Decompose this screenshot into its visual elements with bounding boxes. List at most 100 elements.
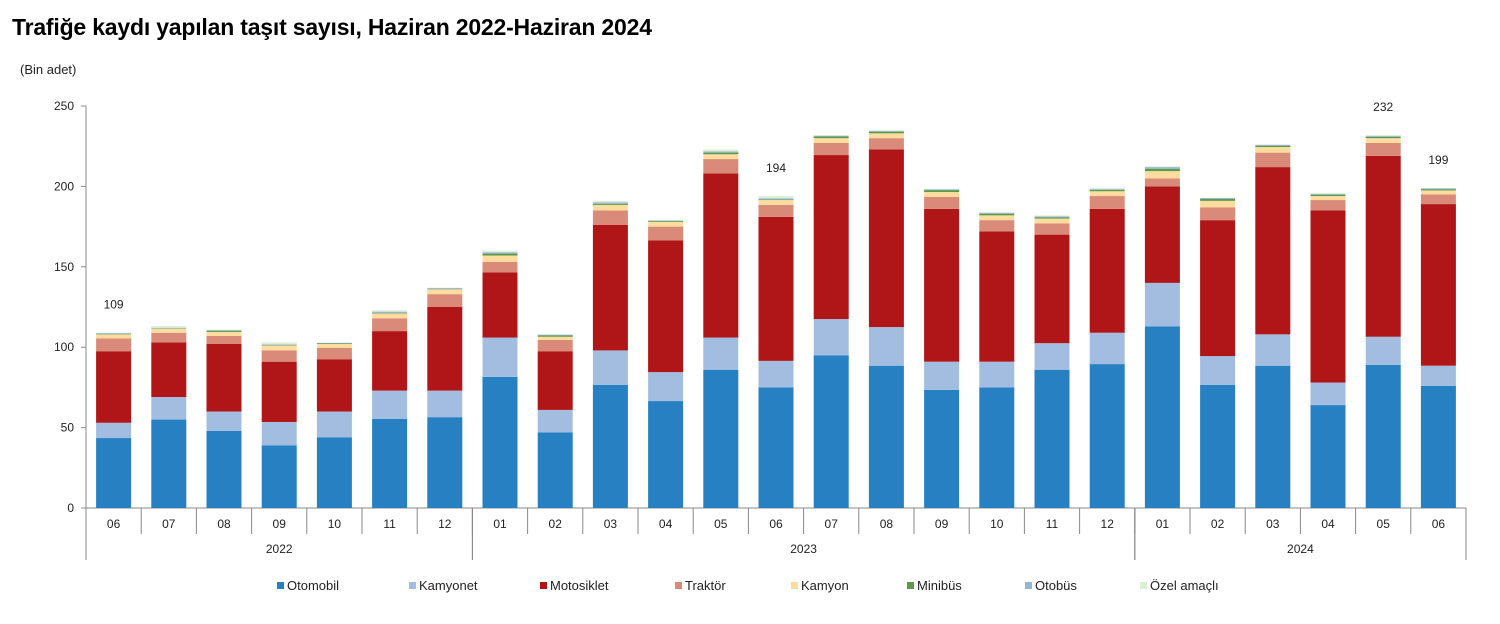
bar-segment (1089, 189, 1125, 190)
bar-segment (924, 196, 960, 209)
bar-segment (1089, 196, 1125, 209)
bar-segment (537, 432, 573, 508)
legend-swatch-icon (907, 582, 914, 589)
bar-segment (758, 204, 794, 217)
bar-segment (151, 332, 187, 343)
year-label: 2022 (266, 542, 293, 556)
bar-segment (372, 331, 408, 391)
legend-label: Otomobil (287, 578, 340, 593)
legend-item: Otomobil (277, 578, 339, 593)
bar-segment (427, 288, 463, 289)
y-tick-label: 50 (61, 421, 75, 435)
bar-segment (924, 192, 960, 197)
bar-segment (151, 397, 187, 420)
bar-segment (316, 437, 352, 508)
bar-segment (427, 390, 463, 418)
bar-segment (1420, 194, 1456, 205)
bar-segment (537, 336, 573, 340)
x-tick-label: 02 (1211, 517, 1225, 531)
bar-segment (592, 350, 628, 385)
legend-swatch-icon (540, 582, 547, 589)
bar-segment (1144, 178, 1180, 187)
bar-segment (648, 372, 684, 402)
bar-segment (924, 361, 960, 390)
bar-segment (703, 151, 739, 153)
bar-segment (1144, 166, 1180, 168)
bar-segment (1310, 192, 1346, 194)
bar-segment (979, 387, 1015, 508)
legend-label: Kamyon (801, 578, 849, 593)
bar-segment (1310, 196, 1346, 201)
bar-segment (482, 272, 518, 338)
bar-segment (482, 261, 518, 273)
bar-segment (1144, 282, 1180, 327)
legend-label: Özel amaçlı (1150, 578, 1219, 593)
y-tick-label: 0 (67, 501, 74, 515)
bar-segment (1200, 356, 1236, 385)
bar-segment (813, 138, 849, 143)
bar-segment (868, 365, 904, 508)
bar-segment (1310, 382, 1346, 406)
bar-segment (96, 351, 132, 423)
year-label: 2024 (1287, 542, 1314, 556)
legend-item: Minibüs (907, 578, 962, 593)
y-tick-label: 100 (54, 340, 74, 354)
bar-segment (1089, 189, 1125, 192)
bar-segment (1255, 365, 1291, 508)
bar-segment (1255, 144, 1291, 146)
bar-segment (1365, 138, 1401, 143)
bar-segment (96, 338, 132, 352)
x-tick-label: 07 (825, 517, 839, 531)
total-label: 194 (766, 161, 786, 175)
legend-swatch-icon (1025, 582, 1032, 589)
x-tick-label: 01 (493, 517, 507, 531)
bar-segment (537, 334, 573, 336)
bar-segment (1034, 216, 1070, 218)
legend-item: Özel amaçlı (1140, 578, 1219, 593)
bar-segment (592, 200, 628, 203)
bar-segment (427, 417, 463, 508)
bar-segment (592, 384, 628, 508)
x-tick-label: 01 (1156, 517, 1170, 531)
bar-segment (151, 328, 187, 333)
bar-segment (206, 430, 242, 508)
bar-segment (868, 149, 904, 328)
bar-segment (758, 387, 794, 508)
bar-segment (979, 220, 1015, 232)
legend-swatch-icon (277, 582, 284, 589)
bar-segment (813, 142, 849, 156)
bar-segment (482, 337, 518, 377)
bar-segment (648, 226, 684, 241)
chart-title: Trafiğe kaydı yapılan taşıt sayısı, Hazi… (12, 14, 652, 40)
legend-label: Motosiklet (550, 578, 609, 593)
bar-segment (1089, 208, 1125, 333)
bar-segment (316, 348, 352, 360)
bar-segment (758, 216, 794, 361)
bar-segment (868, 131, 904, 134)
bar-segment (96, 333, 132, 334)
x-tick-label: 04 (1321, 517, 1335, 531)
bar-segment (648, 240, 684, 373)
bar-segment (868, 130, 904, 132)
bar-segment (1255, 147, 1291, 153)
bar-segment (1144, 168, 1180, 172)
y-axis-unit-label: (Bin adet) (20, 62, 77, 77)
bar-segment (868, 138, 904, 150)
bar-segment (648, 221, 684, 227)
x-tick-label: 07 (162, 517, 176, 531)
legend-item: Otobüs (1025, 578, 1077, 593)
bar-segment (537, 409, 573, 433)
bar-segment (1034, 215, 1070, 217)
legend-label: Minibüs (917, 578, 962, 593)
bar-segment (1034, 223, 1070, 235)
bar-segment (1089, 188, 1125, 190)
bar-segment (1089, 364, 1125, 508)
x-tick-label: 06 (1432, 517, 1446, 531)
bar-segment (1200, 200, 1236, 208)
bar-segment (1420, 385, 1456, 508)
bar-segment (1365, 142, 1401, 156)
x-tick-label: 10 (990, 517, 1004, 531)
bar-segment (813, 134, 849, 136)
bar-segment (924, 208, 960, 362)
legend-swatch-icon (409, 582, 416, 589)
